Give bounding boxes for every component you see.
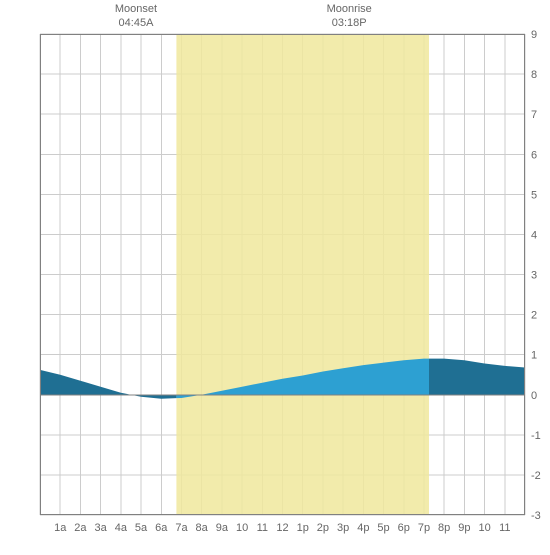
svg-text:3: 3 [531, 270, 537, 282]
tide-chart: Moonset 04:45A Moonrise 03:18P 1a 2a 3a 4a 5… [0, 0, 550, 550]
svg-text:4: 4 [531, 229, 537, 241]
svg-text:11: 11 [499, 522, 510, 534]
svg-text:6p: 6p [398, 522, 410, 534]
svg-text:1p: 1p [297, 522, 309, 534]
moonset-title: Moonset [115, 3, 157, 15]
svg-text:-2: -2 [531, 470, 541, 482]
svg-text:5p: 5p [377, 522, 389, 534]
svg-text:3p: 3p [337, 522, 349, 534]
svg-text:1: 1 [531, 350, 537, 362]
svg-text:-1: -1 [531, 430, 541, 442]
svg-text:4a: 4a [115, 522, 128, 534]
svg-text:7a: 7a [175, 522, 188, 534]
moonrise-time: 03:18P [332, 17, 367, 29]
svg-text:11: 11 [257, 522, 268, 534]
plot-border [40, 34, 525, 515]
svg-text:6a: 6a [155, 522, 168, 534]
moonset-time: 04:45A [119, 17, 154, 29]
svg-text:0: 0 [531, 390, 537, 402]
moonset-annotation: Moonset 04:45A [106, 2, 166, 31]
moonrise-annotation: Moonrise 03:18P [319, 2, 379, 31]
svg-text:5: 5 [531, 189, 537, 201]
svg-text:2p: 2p [317, 522, 329, 534]
svg-text:8: 8 [531, 69, 537, 81]
svg-text:1a: 1a [54, 522, 67, 534]
svg-text:7p: 7p [418, 522, 430, 534]
svg-text:10: 10 [478, 522, 490, 534]
svg-text:2: 2 [531, 310, 537, 322]
svg-text:3a: 3a [95, 522, 108, 534]
svg-text:12: 12 [276, 522, 288, 534]
svg-text:-3: -3 [531, 510, 541, 522]
svg-text:9a: 9a [216, 522, 229, 534]
svg-text:9p: 9p [458, 522, 470, 534]
svg-text:8p: 8p [438, 522, 450, 534]
svg-text:4p: 4p [357, 522, 369, 534]
svg-text:6: 6 [531, 149, 537, 161]
svg-text:7: 7 [531, 109, 537, 121]
svg-text:8a: 8a [196, 522, 209, 534]
svg-text:2a: 2a [74, 522, 87, 534]
svg-text:5a: 5a [135, 522, 148, 534]
moonrise-title: Moonrise [327, 3, 372, 15]
svg-text:9: 9 [531, 29, 537, 41]
svg-text:10: 10 [236, 522, 248, 534]
